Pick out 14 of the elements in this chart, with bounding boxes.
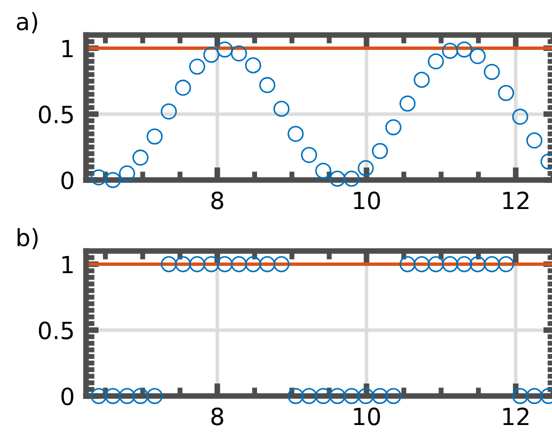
chart-title: a) (16, 12, 38, 34)
y-tick-label: 1 (62, 256, 73, 274)
x-tick-label: 12 (503, 192, 528, 210)
y-tick-label: 0 (61, 171, 74, 190)
x-tick-label: 10 (354, 408, 380, 426)
chart-title: b) (18, 228, 38, 250)
x-tick-label: 10 (354, 192, 380, 210)
x-tick-label: 8 (211, 192, 224, 210)
y-tick-label: 1 (62, 40, 73, 58)
x-tick-label: 8 (211, 408, 224, 426)
y-tick-label: 0 (61, 387, 74, 406)
y-tick-label: 0.5 (38, 106, 73, 124)
y-tick-label: 0.5 (38, 322, 73, 340)
x-tick-label: 12 (503, 408, 528, 426)
